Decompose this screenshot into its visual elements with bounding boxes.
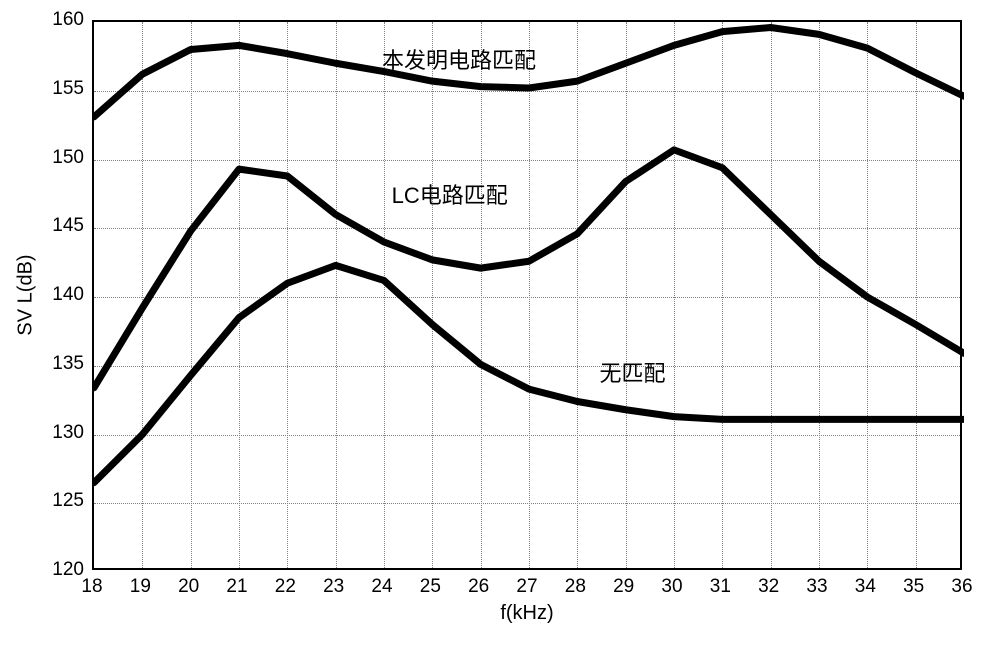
y-tick-label: 160 [52,9,84,31]
x-tick-label: 26 [468,576,489,598]
plot-area [92,20,962,570]
series-label-lc-match: LC电路匹配 [392,178,508,210]
x-tick-label: 34 [855,576,876,598]
x-tick-label: 28 [565,576,586,598]
y-tick-label: 125 [52,490,84,512]
x-tick-label: 31 [710,576,731,598]
x-tick-label: 32 [758,576,779,598]
x-tick-label: 35 [903,576,924,598]
y-tick-label: 155 [52,78,84,100]
x-tick-label: 20 [178,576,199,598]
y-tick-label: 120 [52,559,84,581]
chart-container: SV L(dB) f(kHz) 18 19 20 21 22 23 24 25 26 27 28 29… [0,0,1000,647]
series-label-invention-match: 本发明电路匹配 [382,43,536,75]
x-tick-label: 24 [371,576,392,598]
x-tick-label: 36 [951,576,972,598]
x-tick-label: 33 [806,576,827,598]
x-tick-label: 27 [516,576,537,598]
y-tick-label: 145 [52,215,84,237]
x-tick-label: 19 [130,576,151,598]
series-label-no-match: 无匹配 [600,356,666,388]
y-axis-label: SV L(dB) [15,254,38,335]
x-tick-label: 21 [226,576,247,598]
series-no-match [94,265,964,482]
y-tick-label: 150 [52,147,84,169]
chart-svg [94,22,964,572]
series-lc-match [94,150,964,388]
y-tick-label: 140 [52,284,84,306]
y-tick-label: 130 [52,422,84,444]
x-axis-label: f(kHz) [500,602,553,625]
x-tick-label: 23 [323,576,344,598]
x-tick-label: 29 [613,576,634,598]
x-tick-label: 30 [661,576,682,598]
x-tick-label: 18 [81,576,102,598]
y-tick-label: 135 [52,353,84,375]
x-tick-label: 22 [275,576,296,598]
x-tick-label: 25 [420,576,441,598]
